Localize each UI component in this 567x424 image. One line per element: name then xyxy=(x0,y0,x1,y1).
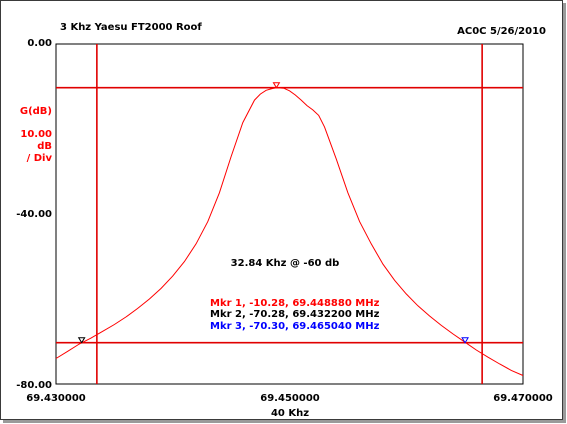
y-scale-value: 10.00 xyxy=(20,129,52,140)
y-tick-label-bottom: -80.00 xyxy=(16,380,52,391)
marker-3-glyph xyxy=(461,337,469,344)
y-tick-label-top: 0.00 xyxy=(27,38,52,49)
cursor-lines xyxy=(56,44,523,384)
marker-1-glyph xyxy=(272,82,281,89)
trace-group xyxy=(55,87,524,376)
y-scale-per-div: / Div xyxy=(27,153,53,164)
bandwidth-annotation: 32.84 Khz @ -60 db xyxy=(231,258,340,269)
y-axis-label: G(dB) xyxy=(20,106,52,117)
marker-1-readout: Mkr 1, -10.28, 69.448880 MHz xyxy=(210,298,380,309)
y-scale-unit: dB xyxy=(37,141,52,152)
chart-date-label: AC0C 5/26/2010 xyxy=(457,26,546,37)
marker-2-readout: Mkr 2, -70.28, 69.432200 MHz xyxy=(210,309,380,320)
marker-2-glyph xyxy=(77,337,86,344)
x-tick-label-mid: 69.450000 xyxy=(260,393,320,404)
marker-3-readout: Mkr 3, -70.30, 69.465040 MHz xyxy=(210,321,380,332)
y-tick-label-mid: -40.00 xyxy=(16,209,52,220)
trace-line-1 xyxy=(55,87,524,376)
x-tick-label-left: 69.430000 xyxy=(26,393,86,404)
marker-glyphs xyxy=(77,82,469,344)
x-tick-label-right: 69.470000 xyxy=(493,393,553,404)
plot-area xyxy=(55,43,524,385)
x-axis-span-label: 40 Khz xyxy=(271,408,309,419)
chart-title: 3 Khz Yaesu FT2000 Roof xyxy=(60,22,202,33)
